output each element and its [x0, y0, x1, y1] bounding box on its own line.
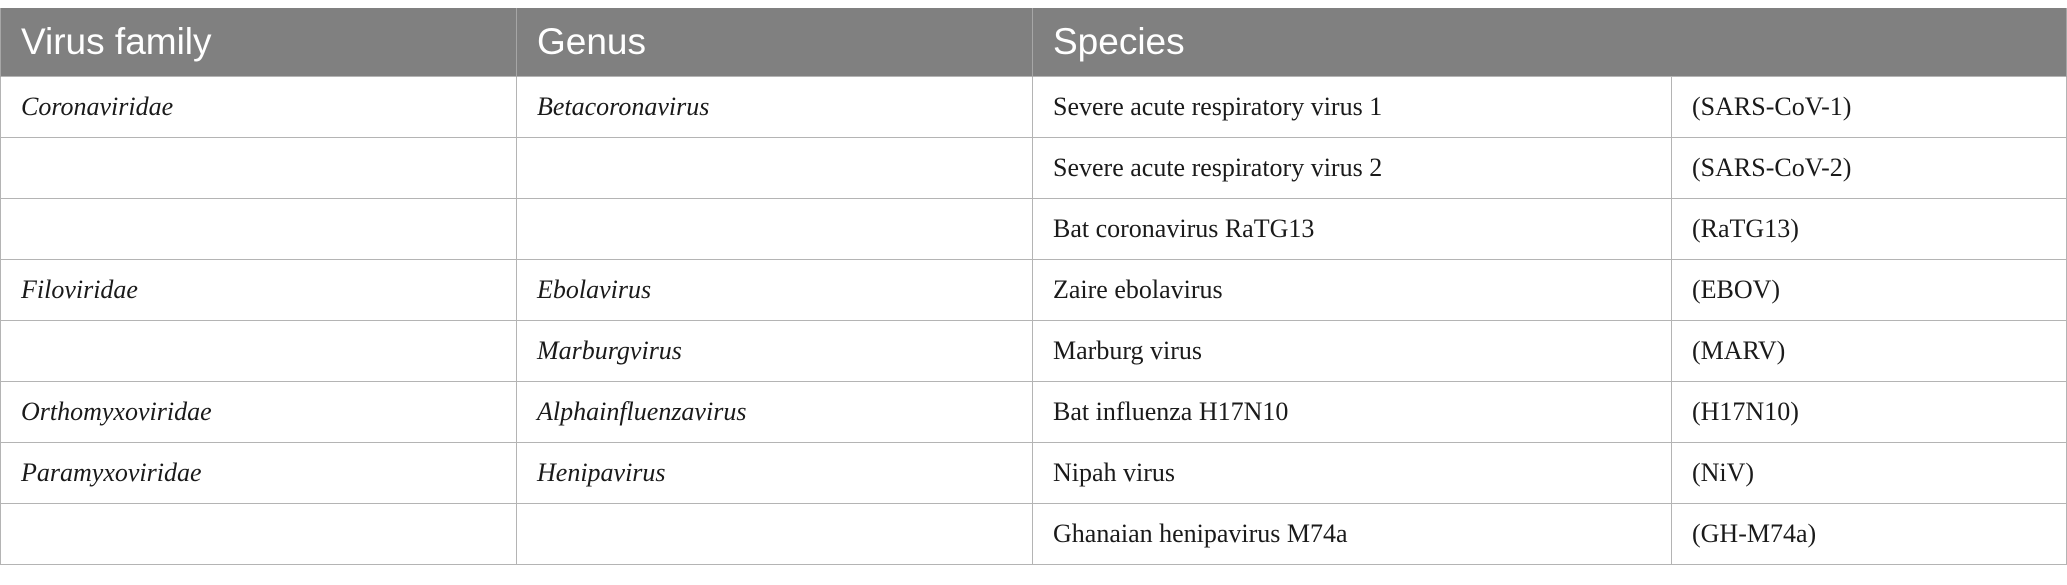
cell-family: Paramyxoviridae — [0, 442, 517, 504]
table-row: Paramyxoviridae Henipavirus Nipah virus … — [0, 442, 2067, 504]
cell-abbreviation: (EBOV) — [1670, 259, 2067, 321]
cell-genus — [516, 137, 1033, 199]
cell-family — [0, 320, 517, 382]
cell-genus: Ebolavirus — [516, 259, 1033, 321]
cell-genus: Marburgvirus — [516, 320, 1033, 382]
cell-genus: Henipavirus — [516, 442, 1033, 504]
cell-genus — [516, 503, 1033, 565]
header-virus-family: Virus family — [0, 8, 517, 77]
table-row: Bat coronavirus RaTG13 (RaTG13) — [0, 198, 2067, 260]
cell-species: Severe acute respiratory virus 2 — [1032, 137, 1672, 199]
table-row: Marburgvirus Marburg virus (MARV) — [0, 320, 2067, 382]
cell-abbreviation: (RaTG13) — [1670, 198, 2067, 260]
cell-species: Zaire ebolavirus — [1032, 259, 1672, 321]
cell-abbreviation: (SARS-CoV-2) — [1670, 137, 2067, 199]
cell-species: Bat influenza H17N10 — [1032, 381, 1672, 443]
header-genus: Genus — [516, 8, 1033, 77]
cell-species: Bat coronavirus RaTG13 — [1032, 198, 1672, 260]
cell-abbreviation: (SARS-CoV-1) — [1670, 76, 2067, 138]
cell-abbreviation: (GH-M74a) — [1670, 503, 2067, 565]
cell-family: Orthomyxoviridae — [0, 381, 517, 443]
cell-family: Coronaviridae — [0, 76, 517, 138]
table-row: Filoviridae Ebolavirus Zaire ebolavirus … — [0, 259, 2067, 321]
virus-table-container: Virus family Genus Species Coronaviridae… — [0, 8, 2067, 565]
cell-species: Nipah virus — [1032, 442, 1672, 504]
cell-abbreviation: (NiV) — [1670, 442, 2067, 504]
cell-family — [0, 503, 517, 565]
cell-genus: Betacoronavirus — [516, 76, 1033, 138]
table-row: Ghanaian henipavirus M74a (GH-M74a) — [0, 503, 2067, 565]
table-row: Coronaviridae Betacoronavirus Severe acu… — [0, 76, 2067, 138]
virus-table: Virus family Genus Species Coronaviridae… — [0, 8, 2067, 565]
cell-species: Severe acute respiratory virus 1 — [1032, 76, 1672, 138]
cell-family — [0, 137, 517, 199]
cell-abbreviation: (H17N10) — [1670, 381, 2067, 443]
cell-species: Marburg virus — [1032, 320, 1672, 382]
cell-genus — [516, 198, 1033, 260]
cell-abbreviation: (MARV) — [1670, 320, 2067, 382]
table-header-row: Virus family Genus Species — [0, 8, 2067, 77]
cell-species: Ghanaian henipavirus M74a — [1032, 503, 1672, 565]
cell-family: Filoviridae — [0, 259, 517, 321]
header-species: Species — [1031, 8, 2067, 77]
cell-genus: Alphainfluenzavirus — [516, 381, 1033, 443]
table-row: Orthomyxoviridae Alphainfluenzavirus Bat… — [0, 381, 2067, 443]
cell-family — [0, 198, 517, 260]
table-row: Severe acute respiratory virus 2 (SARS-C… — [0, 137, 2067, 199]
